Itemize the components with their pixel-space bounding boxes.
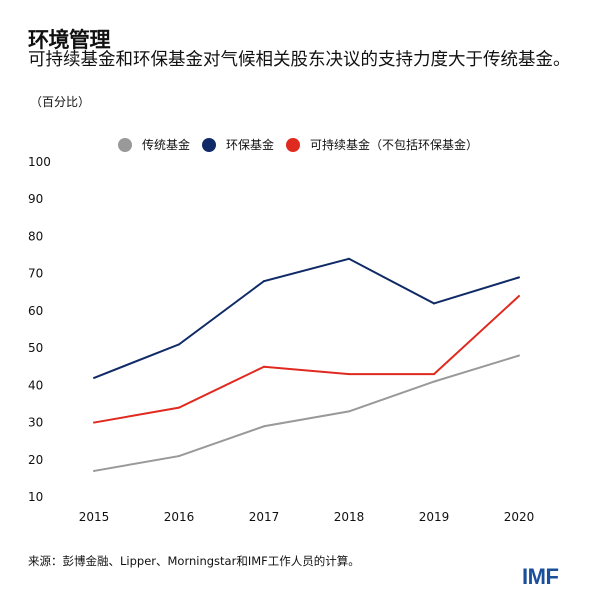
x-tick-label: 2015 <box>79 510 110 524</box>
x-tick-label: 2016 <box>164 510 195 524</box>
data-point <box>93 469 95 472</box>
y-tick-label: 70 <box>28 267 43 281</box>
y-tick-label: 40 <box>28 378 43 392</box>
data-point <box>433 302 435 305</box>
imf-logo: IMF <box>522 564 559 589</box>
data-point <box>348 410 350 413</box>
data-point <box>348 373 350 376</box>
data-point <box>93 421 95 424</box>
y-tick-label: 100 <box>28 155 51 169</box>
data-point <box>433 373 435 376</box>
legend-swatch <box>286 137 301 152</box>
data-point <box>263 365 265 368</box>
data-point <box>518 276 520 279</box>
legend-label: 环保基金 <box>226 138 275 152</box>
chart-title: 环境管理 <box>28 28 111 52</box>
x-tick-label: 2020 <box>504 510 535 524</box>
legend-item-sustainable: 可持续基金（不包括环保基金） <box>286 136 478 153</box>
legend: 传统基金 环保基金 可持续基金（不包括环保基金） <box>118 136 490 153</box>
y-tick-label: 20 <box>28 453 43 467</box>
data-point <box>433 380 435 383</box>
data-point <box>518 354 520 357</box>
y-tick-label: 80 <box>28 229 43 243</box>
legend-label: 可持续基金（不包括环保基金） <box>310 138 479 152</box>
data-point <box>178 406 180 409</box>
data-point <box>178 455 180 458</box>
data-point <box>263 280 265 283</box>
series-line-0 <box>93 354 520 472</box>
legend-item-environmental: 环保基金 <box>202 136 274 153</box>
series-line-2 <box>93 295 520 424</box>
x-tick-label: 2017 <box>249 510 280 524</box>
source-note: 来源：彭博金融、Lipper、Morningstar和IMF工作人员的计算。 <box>28 554 360 568</box>
unit-label: （百分比） <box>30 95 91 109</box>
x-tick-label: 2019 <box>419 510 450 524</box>
legend-swatch <box>202 137 217 152</box>
y-tick-label: 60 <box>28 304 43 318</box>
data-point <box>93 376 95 379</box>
y-tick-label: 10 <box>28 490 43 504</box>
y-tick-label: 50 <box>28 341 43 355</box>
series-line-1 <box>93 257 520 379</box>
data-point <box>348 257 350 260</box>
legend-label: 传统基金 <box>142 138 191 152</box>
y-tick-label: 30 <box>28 416 43 430</box>
data-point <box>263 425 265 428</box>
legend-swatch <box>118 137 132 152</box>
y-tick-label: 90 <box>28 192 43 206</box>
data-point <box>178 343 180 346</box>
legend-item-traditional: 传统基金 <box>118 136 190 153</box>
chart-subtitle: 可持续基金和环保基金对气候相关股东决议的支持力度大于传统基金。 <box>28 50 571 70</box>
x-tick-label: 2018 <box>334 510 365 524</box>
data-point <box>518 295 520 297</box>
